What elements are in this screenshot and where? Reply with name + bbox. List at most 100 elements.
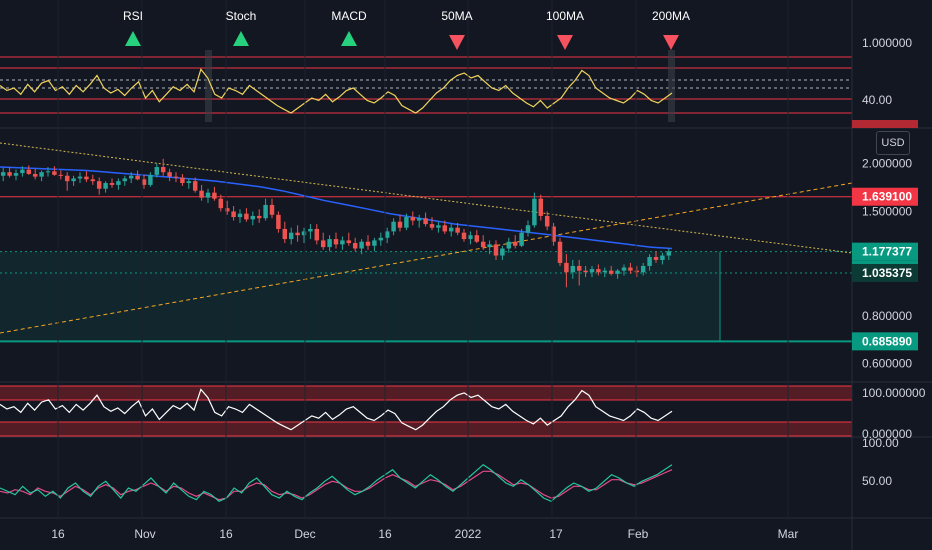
- candle: [455, 227, 460, 233]
- candle: [141, 179, 147, 185]
- rsi-axis-tick: 100.000000: [862, 386, 926, 400]
- candle: [365, 241, 371, 246]
- candle: [237, 213, 243, 218]
- signal-label-100ma: 100MA: [546, 9, 584, 23]
- candle: [519, 232, 524, 246]
- candle: [64, 175, 70, 182]
- moving-average-line: [0, 166, 673, 250]
- up-arrow-icon: [233, 31, 249, 46]
- candle: [500, 248, 505, 256]
- candle: [589, 269, 595, 273]
- candle: [429, 224, 435, 228]
- candle: [122, 178, 128, 182]
- candle: [410, 217, 416, 221]
- candle: [231, 211, 236, 218]
- candle: [282, 228, 288, 240]
- candle: [52, 171, 57, 175]
- partial-tag: [852, 120, 918, 128]
- candle: [493, 244, 499, 256]
- candle: [128, 175, 134, 179]
- candle: [346, 240, 352, 244]
- signal-label-200ma: 200MA: [652, 9, 690, 23]
- price-tag-text: 1.639100: [862, 190, 912, 204]
- signal-pane: [0, 50, 852, 122]
- candle: [660, 255, 665, 260]
- oscillator-axis-tick: 100.00: [862, 436, 899, 450]
- candle: [391, 221, 396, 232]
- candle: [378, 237, 384, 241]
- signal-markers: RSI Stoch MACD 50MA 100MA 200MA: [123, 9, 690, 50]
- price-tag-box: [852, 263, 918, 282]
- candle: [314, 228, 320, 241]
- candle: [384, 231, 390, 238]
- candle: [327, 239, 332, 248]
- price-tag-text: 1.177377: [862, 245, 912, 259]
- price-axis-tick: 2.000000: [862, 157, 912, 171]
- candle: [640, 265, 646, 273]
- time-axis-tick: 16: [51, 527, 65, 541]
- candle: [71, 178, 76, 182]
- candle: [103, 183, 108, 189]
- candle: [416, 218, 422, 221]
- candle: [608, 270, 614, 274]
- candle: [244, 213, 249, 220]
- currency-button[interactable]: USD: [876, 131, 910, 155]
- descending-trendline: [0, 142, 853, 254]
- down-arrow-icon: [557, 35, 573, 50]
- price-tag: 1.035375: [852, 263, 918, 282]
- signal-label-50ma: 50MA: [441, 9, 472, 23]
- candle: [45, 171, 51, 173]
- candle: [276, 214, 281, 229]
- candle: [602, 270, 608, 273]
- candle: [583, 270, 588, 273]
- candle: [359, 241, 364, 249]
- candle: [192, 181, 198, 191]
- price-tag: 1.177377: [852, 242, 918, 261]
- candle: [32, 173, 38, 177]
- price-tag-box: [852, 187, 918, 206]
- candle: [634, 270, 640, 273]
- candle: [26, 169, 32, 174]
- candle: [263, 204, 268, 219]
- candle: [474, 235, 480, 242]
- signal-label-rsi: RSI: [123, 9, 143, 23]
- price-tag: 1.639100: [852, 187, 918, 206]
- price-tag-text: 1.035375: [862, 266, 912, 280]
- candle: [295, 232, 300, 236]
- candle: [154, 167, 160, 175]
- signal-line: [0, 68, 673, 114]
- candle: [448, 227, 454, 232]
- candle: [653, 257, 659, 260]
- oscillator-pane: [0, 463, 673, 503]
- down-arrow-icon: [449, 35, 465, 50]
- candle: [0, 172, 6, 176]
- candle: [340, 240, 345, 245]
- candle: [320, 240, 326, 248]
- candle: [167, 172, 172, 177]
- signal-label-macd: MACD: [331, 9, 367, 23]
- candle: [628, 267, 633, 271]
- candle: [13, 173, 19, 176]
- rsi-axis-tick: 0.000000: [862, 427, 912, 441]
- candle: [487, 244, 492, 248]
- highlight-band: [205, 50, 212, 122]
- time-axis-tick: 17: [549, 527, 563, 541]
- candle: [109, 183, 115, 185]
- candle: [404, 217, 409, 228]
- oversold-band: [0, 422, 852, 436]
- candle: [333, 239, 339, 245]
- candle: [90, 179, 96, 182]
- price-tag-box: [852, 332, 918, 351]
- candle: [532, 198, 537, 226]
- candle: [538, 198, 544, 216]
- time-axis-tick: Mar: [778, 527, 799, 541]
- candle: [135, 175, 140, 180]
- oscillator-line-teal: [0, 463, 673, 503]
- signal-label-stoch: Stoch: [226, 9, 257, 23]
- price-tag: 0.685890: [852, 332, 918, 351]
- candle: [212, 192, 217, 199]
- candle: [615, 270, 620, 274]
- candle: [423, 218, 428, 225]
